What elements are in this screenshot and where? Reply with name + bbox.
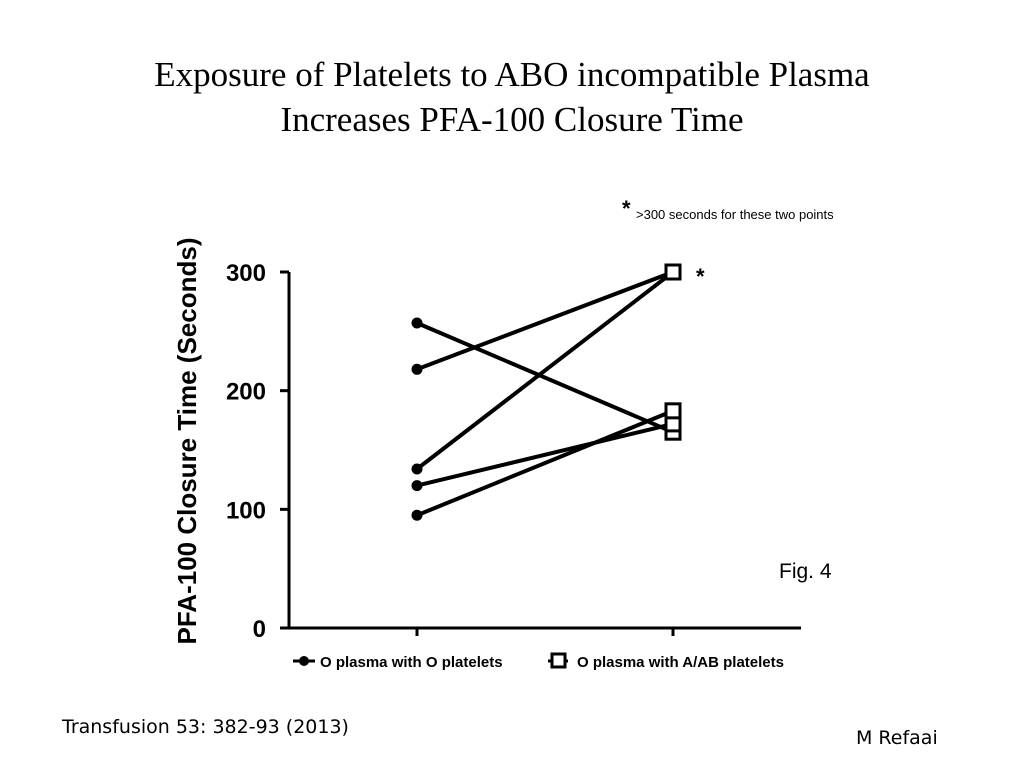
- y-tick-label-100: 100: [226, 497, 266, 524]
- y-tick-label-300: 300: [226, 260, 266, 287]
- point-aab-platelets-3: [664, 263, 682, 281]
- y-tick-label-0: 0: [253, 616, 266, 643]
- legend: O plasma with O platelets O plasma with …: [293, 652, 784, 671]
- y-ticks: 0 100 200 300: [226, 260, 289, 643]
- slide-title-line-2: Increases PFA-100 Closure Time: [280, 100, 744, 139]
- slide-title: Exposure of Platelets to ABO incompatibl…: [0, 52, 1024, 142]
- pair-line-4: [416, 421, 674, 488]
- point-o-platelets-1: [411, 317, 423, 329]
- x-ticks: [415, 628, 675, 636]
- legend-marker-open-square: [550, 652, 567, 669]
- legend-label-aab-platelets: O plasma with A/AB platelets: [577, 654, 784, 671]
- point-asterisk: *: [696, 264, 705, 289]
- legend-marker-filled-circle: [299, 656, 309, 666]
- figure-label: Fig. 4: [779, 560, 832, 583]
- y-axis-label: PFA-100 Closure Time (Seconds): [172, 238, 202, 645]
- note-asterisk: *: [622, 196, 631, 221]
- author-credit: M Refaai: [856, 727, 938, 749]
- legend-label-o-platelets: O plasma with O platelets: [320, 654, 503, 671]
- point-aab-platelets-5: [664, 402, 682, 420]
- note-text: >300 seconds for these two points: [636, 207, 834, 222]
- paired-series: [411, 263, 682, 521]
- pair-line-2: [416, 270, 674, 372]
- pair-line-3: [415, 270, 675, 471]
- pair-line-5: [416, 408, 674, 518]
- point-o-platelets-4: [411, 480, 423, 492]
- y-tick-label-200: 200: [226, 379, 266, 406]
- point-o-platelets-3: [411, 463, 423, 475]
- point-o-platelets-5: [411, 509, 423, 521]
- slide-title-line-1: Exposure of Platelets to ABO incompatibl…: [154, 55, 870, 94]
- pair-line-1: [416, 321, 674, 435]
- point-o-platelets-2: [411, 363, 423, 375]
- citation: Transfusion 53: 382-93 (2013): [62, 716, 349, 738]
